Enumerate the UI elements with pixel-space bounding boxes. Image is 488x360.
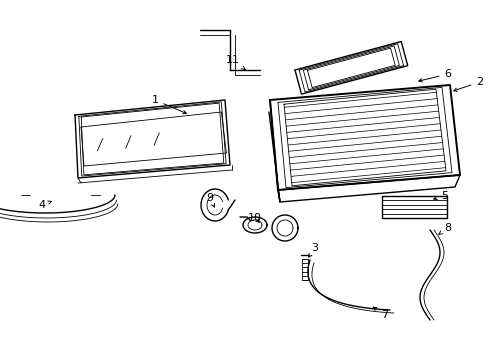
Text: 10: 10 xyxy=(247,213,262,223)
Text: 5: 5 xyxy=(433,191,447,201)
Text: 2: 2 xyxy=(453,77,483,91)
Text: 3: 3 xyxy=(308,243,318,257)
Text: 9: 9 xyxy=(206,193,214,207)
Text: 6: 6 xyxy=(418,69,450,82)
Text: 7: 7 xyxy=(372,307,388,320)
Text: 11: 11 xyxy=(225,55,244,70)
Text: 1: 1 xyxy=(151,95,186,114)
Text: 4: 4 xyxy=(39,200,51,210)
Text: 8: 8 xyxy=(438,223,450,234)
